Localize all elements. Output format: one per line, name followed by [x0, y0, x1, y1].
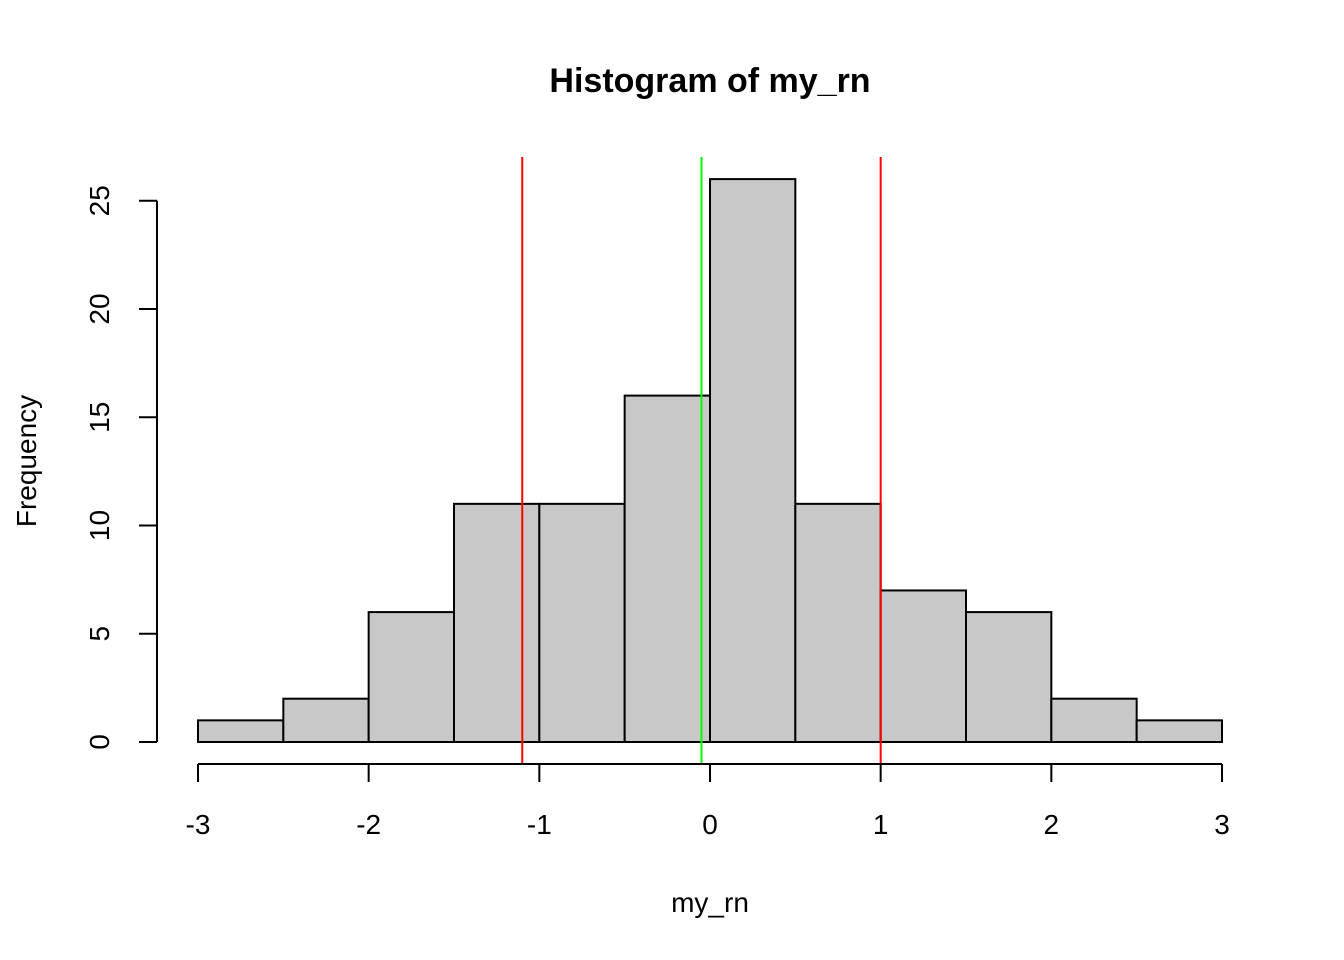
histogram-bar-5	[623, 394, 712, 743]
chart-title: Histogram of my_rn	[549, 62, 870, 100]
histogram-bar-3	[453, 502, 541, 743]
histogram-bar-2	[367, 611, 455, 743]
y-tick-label: 10	[84, 510, 115, 541]
histogram-bar-1	[282, 697, 370, 744]
y-axis: 0 5 10 15 20 25	[84, 185, 158, 750]
x-tick-label: -1	[527, 809, 552, 840]
y-tick-label: 15	[84, 402, 115, 433]
histogram-bar-7	[794, 502, 882, 743]
x-tick-label: 0	[702, 809, 718, 840]
histogram-bar-9	[965, 611, 1053, 743]
histogram-bar-4	[538, 502, 626, 743]
bars-group	[197, 178, 1223, 744]
reference-lines-group	[521, 157, 882, 764]
x-axis: -3 -2 -1 0 1 2 3	[186, 763, 1230, 840]
x-tick-label: 2	[1044, 809, 1060, 840]
y-tick-label: 5	[84, 626, 115, 642]
x-tick-label: 3	[1214, 809, 1230, 840]
histogram-bar-11	[1135, 719, 1223, 743]
y-axis-label: Frequency	[11, 395, 42, 527]
x-tick-label: -2	[356, 809, 381, 840]
histogram-bar-0	[197, 719, 285, 743]
histogram-bar-8	[879, 589, 968, 744]
histogram-bar-10	[1050, 697, 1138, 744]
histogram-bar-6	[709, 178, 797, 744]
x-tick-label: -3	[186, 809, 211, 840]
x-tick-label: 1	[873, 809, 889, 840]
x-axis-label: my_rn	[671, 887, 749, 918]
y-tick-label: 20	[84, 293, 115, 324]
y-tick-label: 25	[84, 185, 115, 216]
y-tick-label: 0	[84, 734, 115, 750]
